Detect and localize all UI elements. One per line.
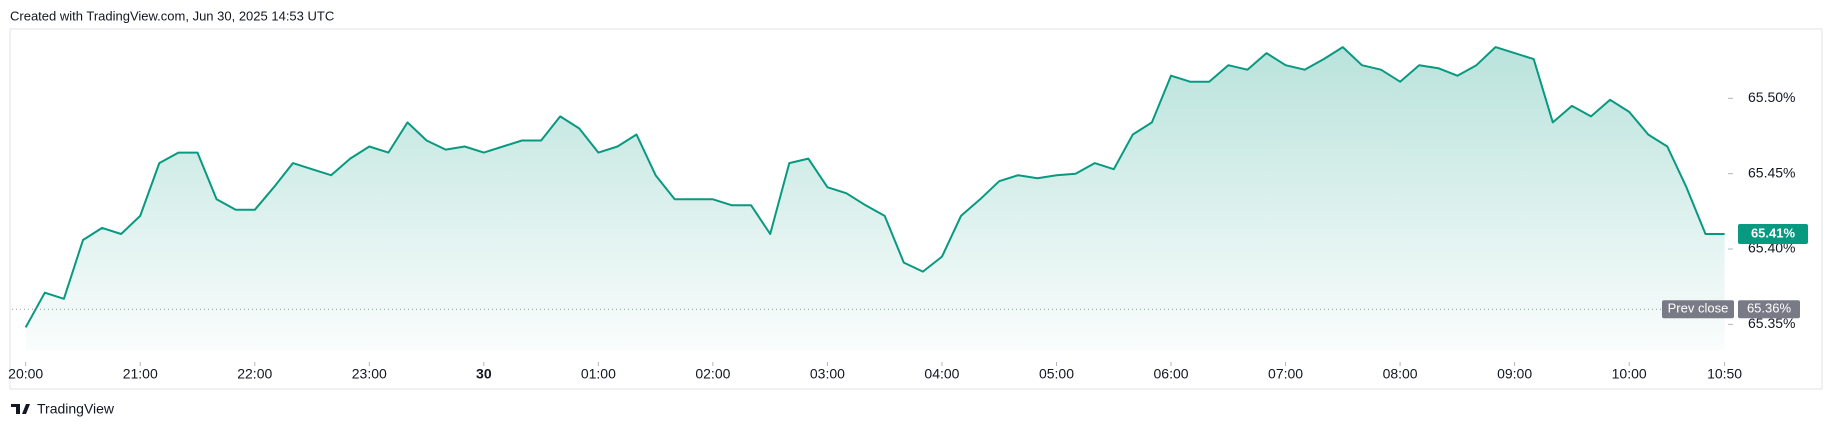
x-tick-label: 10:50 (1707, 366, 1742, 382)
x-tick-label: 03:00 (810, 366, 845, 382)
x-tick-label: 09:00 (1497, 366, 1532, 382)
last-value-label: 65.41% (1751, 225, 1796, 240)
plot: 65.35%65.40%65.45%65.50%20:00 21:00 22:00 2… (8, 46, 1808, 382)
header: Created with TradingView.com, Jun 30, 20… (10, 8, 334, 23)
logo (11, 404, 30, 414)
prev-close-title: Prev close (1668, 301, 1729, 316)
x-tick-label: 05:00 (1039, 366, 1074, 382)
x-tick-label: 23:00 (352, 366, 387, 382)
prev-close-label: 65.36% (1747, 301, 1792, 316)
x-tick-label: 08:00 (1383, 366, 1418, 382)
x-tick-label: 10:00 (1612, 366, 1647, 382)
price-line (24, 46, 1725, 328)
x-tick-label: 07:00 (1268, 366, 1303, 382)
footer: TradingView (37, 401, 115, 417)
x-tick-label: 22:00 (237, 366, 272, 382)
y-tick-label: 65.35% (1748, 315, 1795, 331)
prev-close-title-box (1662, 300, 1734, 319)
area-fill (25, 47, 1725, 350)
x-tick-label: 30 (476, 366, 492, 382)
y-tick-label: 65.50% (1748, 89, 1795, 105)
prev-close-box (1738, 300, 1800, 319)
x-tick-label: 21:00 (123, 366, 158, 382)
x-tick-label: 04:00 (924, 366, 959, 382)
x-tick-label: 20:00 (8, 366, 43, 382)
x-tick-label: 02:00 (695, 366, 730, 382)
last-value-box (1738, 223, 1808, 244)
y-tick-label: 65.45% (1748, 164, 1795, 180)
x-tick-label: 01:00 (581, 366, 616, 382)
chart-frame (9, 28, 1823, 390)
x-tick-label: 06:00 (1154, 366, 1189, 382)
